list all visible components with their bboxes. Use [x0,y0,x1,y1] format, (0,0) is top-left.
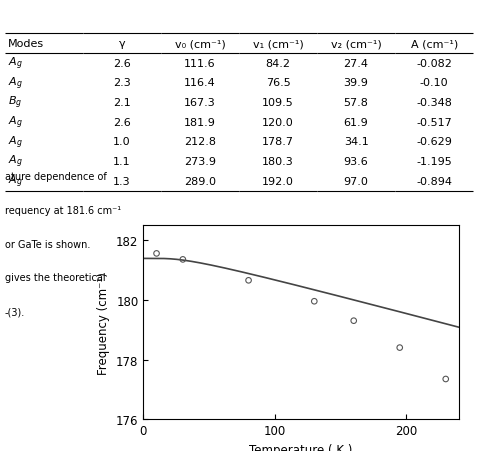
Point [350,318,358,325]
Point [179,256,186,263]
Text: gives the theoretical: gives the theoretical [5,273,106,283]
Point [396,344,403,351]
Text: or GaTe is shown.: or GaTe is shown. [5,239,90,249]
Text: ature dependence of: ature dependence of [5,171,107,181]
Text: requency at 181.6 cm⁻¹: requency at 181.6 cm⁻¹ [5,205,121,215]
Y-axis label: Frequency (cm⁻¹): Frequency (cm⁻¹) [98,271,110,374]
Point [153,250,161,258]
Point [245,277,252,284]
X-axis label: Temperature ( K ): Temperature ( K ) [250,443,353,451]
Point [310,298,318,305]
Text: -(3).: -(3). [5,307,25,317]
Point [442,376,449,383]
